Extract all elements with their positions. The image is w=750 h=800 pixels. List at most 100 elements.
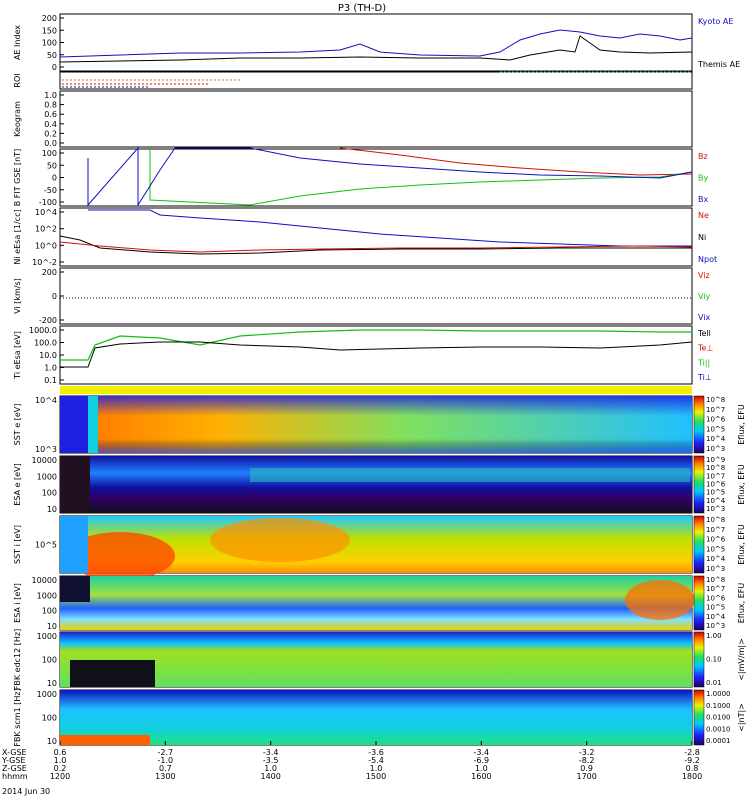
ni-line	[59, 235, 692, 255]
panel-ae	[59, 13, 693, 72]
panel-ylabel: Keogram	[13, 101, 22, 137]
colorbar-tick: 0.10	[706, 656, 722, 664]
colorbar-tick: 10^4	[706, 435, 726, 443]
ytick-label: 1000	[37, 472, 57, 481]
npot-line	[88, 209, 692, 247]
colorbar-tick: 1.00	[706, 632, 722, 640]
ytick-label: 0.2	[44, 129, 57, 138]
xtick-label: -3.2	[579, 748, 595, 757]
xtick-label: -2.8	[684, 748, 700, 757]
ytick-label: 10	[47, 737, 57, 746]
colorbar-tick: 10^8	[706, 464, 725, 472]
legend-entry: Themis AE	[697, 60, 740, 69]
xaxis-row-label: X-GSE	[2, 748, 27, 757]
ytick-label: 100	[42, 149, 57, 158]
colorbar-tick: 10^4	[706, 497, 726, 505]
tell-line	[60, 341, 693, 368]
ne-line	[59, 241, 693, 253]
xtick-label: -8.2	[579, 756, 595, 765]
ytick-label: 10^5	[35, 541, 57, 550]
legend-entry: Kyoto AE	[698, 17, 733, 26]
colorbar-tick: 1.0000	[706, 690, 731, 698]
ytick-label: 0.6	[44, 110, 57, 119]
xtick-label: -3.6	[368, 748, 384, 757]
panel-ylabel: SST e [eV]	[13, 404, 22, 446]
colorbar-tick: 10^3	[706, 565, 725, 573]
xtick-label: 1.0	[264, 764, 277, 773]
colorbar-tick: 10^4	[706, 555, 726, 563]
xaxis-row-label: Y-GSE	[1, 756, 25, 765]
legend-entry: Ti⊥	[697, 373, 712, 382]
xtick-label: -3.4	[474, 748, 490, 757]
ytick-label: 0	[52, 292, 57, 301]
colorbar-tick: 10^7	[706, 526, 725, 534]
colorbar-tick: 0.1000	[706, 702, 731, 710]
ytick-label: 10^-2	[32, 258, 57, 267]
bz-line	[339, 147, 693, 176]
ytick-label: 0.0	[44, 139, 57, 148]
ytick-label: 1.0	[44, 91, 57, 100]
ytick-label: 0.4	[44, 120, 57, 129]
panel-ylabel: ESA i [eV]	[13, 583, 22, 623]
ytick-label: 200	[42, 268, 57, 277]
panel-ylabel: B FIT GSE [nT]	[13, 149, 22, 207]
ytick-label: 1000.0	[29, 326, 57, 335]
ti-par-line	[60, 329, 692, 361]
xtick-label: 1200	[50, 772, 70, 781]
ytick-label: 150	[42, 26, 57, 35]
ytick-label: 10000	[32, 576, 57, 585]
ytick-label: 10.0	[39, 351, 57, 360]
xaxis-row-label: hhmm	[2, 772, 28, 781]
ytick-label: 200	[42, 14, 57, 23]
xtick-label: -9.2	[684, 756, 700, 765]
colorbar-label: <|nT|>	[737, 703, 746, 732]
ytick-label: 10^2	[35, 225, 57, 234]
ytick-label: 1.0	[44, 364, 57, 373]
colorbar-tick: 10^8	[706, 576, 725, 584]
colorbar-tick: 0.0010	[706, 725, 731, 733]
xtick-label: 1700	[576, 772, 596, 781]
xtick-label: 1.0	[475, 764, 488, 773]
xtick-label: 1.0	[370, 764, 383, 773]
ytick-label: 10^0	[35, 241, 57, 250]
ytick-label: 10^3	[35, 445, 57, 454]
panel-ylabel: AE Index	[13, 25, 22, 60]
colorbar-tick: 10^3	[706, 622, 725, 630]
colorbar-label: <|mV/m|>	[737, 638, 746, 681]
xtick-label: -3.5	[263, 756, 279, 765]
xtick-label: 0.6	[54, 748, 67, 757]
ytick-label: 0.8	[44, 101, 57, 110]
xtick-label: 1300	[155, 772, 175, 781]
ytick-label: 100	[42, 714, 57, 723]
xtick-label: -1.0	[158, 756, 174, 765]
ytick-label: 50	[47, 161, 57, 170]
colorbar-tick: 10^3	[706, 505, 725, 513]
xtick-label: -5.4	[368, 756, 384, 765]
ytick-label: 100.0	[34, 339, 57, 348]
ytick-label: -200	[39, 316, 57, 325]
xtick-label: 1600	[471, 772, 491, 781]
legend-entry: By	[698, 174, 708, 183]
legend-entry: Bx	[698, 195, 708, 204]
ytick-label: 0	[52, 63, 57, 72]
legend-entry: Tell	[697, 329, 711, 338]
legend-entry: Bz	[698, 152, 708, 161]
colorbar-tick: 10^8	[706, 396, 725, 404]
xtick-label: 0.8	[686, 764, 699, 773]
colorbar-tick: 10^4	[706, 613, 726, 621]
colorbar-tick: 0.01	[706, 679, 722, 687]
colorbar-tick: 10^6	[706, 594, 726, 602]
colorbar-label: Eflux, EFU	[737, 404, 746, 445]
panel-temp	[59, 325, 693, 385]
colorbar-tick: 10^5	[706, 604, 725, 612]
colorbar-tick: 10^6	[706, 481, 726, 489]
xtick-label: 1.0	[54, 756, 67, 765]
date-label: 2014 Jun 30	[2, 787, 50, 796]
bx-line	[87, 146, 693, 207]
colorbar-tick: 10^8	[706, 516, 725, 524]
colorbar-tick: 10^6	[706, 536, 726, 544]
ytick-label: 10	[47, 622, 57, 631]
ytick-label: 1000	[37, 591, 57, 600]
colorbar-tick: 10^7	[706, 585, 725, 593]
